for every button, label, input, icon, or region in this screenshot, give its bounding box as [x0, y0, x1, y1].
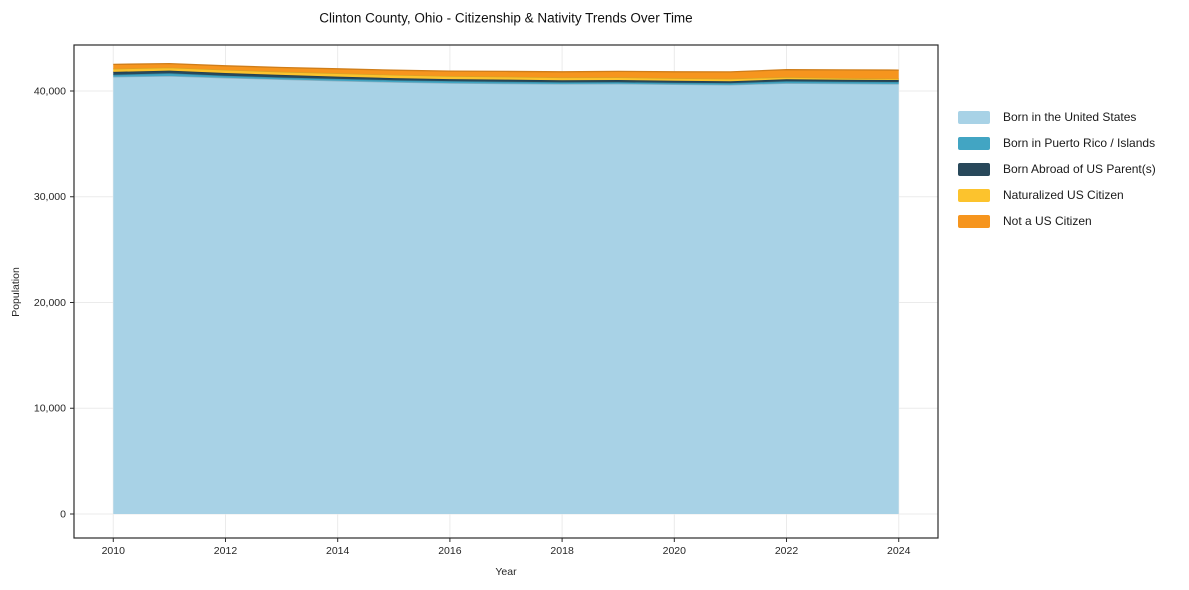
legend-label-born-abroad: Born Abroad of US Parent(s): [1003, 162, 1156, 176]
legend-item-born-abroad: Born Abroad of US Parent(s): [958, 156, 1156, 182]
x-tick-label: 2020: [663, 545, 687, 557]
legend-swatch-puerto-rico-islands: [958, 136, 990, 150]
x-axis-label: Year: [495, 566, 517, 578]
legend: Born in the United States Born in Puerto…: [958, 104, 1156, 234]
y-tick-label: 40,000: [34, 86, 66, 98]
legend-label-puerto-rico-islands: Born in Puerto Rico / Islands: [1003, 136, 1156, 150]
legend-item-born-us: Born in the United States: [958, 104, 1156, 130]
legend-item-naturalized: Naturalized US Citizen: [958, 182, 1156, 208]
area-born-us: [113, 76, 899, 514]
y-axis-label: Population: [10, 267, 22, 317]
x-tick-label: 2012: [214, 545, 238, 557]
legend-label-naturalized: Naturalized US Citizen: [1003, 188, 1124, 202]
plot-frame: [73, 44, 939, 539]
legend-swatch-naturalized: [958, 188, 990, 202]
x-tick-label: 2022: [775, 545, 799, 557]
y-tick-label: 20,000: [34, 297, 66, 309]
chart-title: Clinton County, Ohio - Citizenship & Nat…: [319, 10, 693, 26]
y-tick-label: 0: [60, 508, 66, 520]
x-tick-label: 2018: [550, 545, 574, 557]
x-tick-label: 2016: [438, 545, 462, 557]
legend-swatch-born-abroad: [958, 162, 990, 176]
legend-swatch-not-citizen: [958, 214, 990, 228]
x-tick-label: 2014: [326, 545, 350, 557]
legend-swatch-born-us: [958, 110, 990, 124]
area-edge-not-citizen: [113, 62, 899, 73]
area-not-citizen: [113, 63, 899, 79]
y-tick-label: 10,000: [34, 403, 66, 415]
y-tick-label: 30,000: [34, 191, 66, 203]
legend-item-puerto-rico-islands: Born in Puerto Rico / Islands: [958, 130, 1156, 156]
legend-label-born-us: Born in the United States: [1003, 110, 1137, 124]
legend-item-not-citizen: Not a US Citizen: [958, 208, 1156, 234]
legend-label-not-citizen: Not a US Citizen: [1003, 214, 1092, 228]
x-tick-label: 2024: [887, 545, 911, 557]
x-tick-label: 2010: [102, 545, 126, 557]
